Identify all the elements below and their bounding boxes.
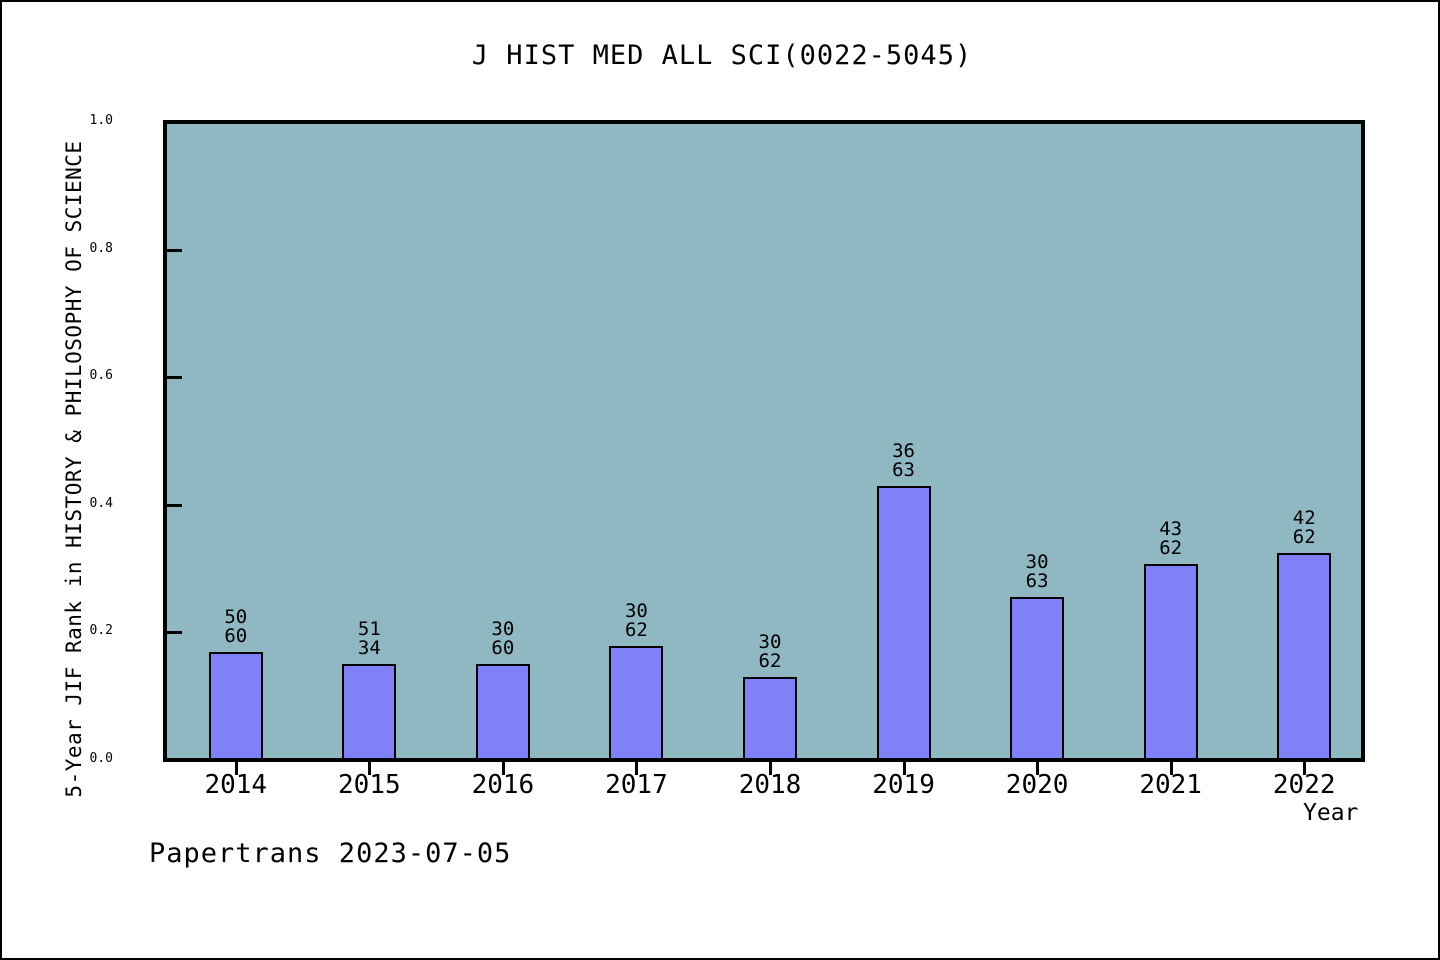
y-axis-tick-label: 0.4 [89,495,113,511]
bar-2019[interactable] [876,485,931,760]
bar-2014[interactable] [208,651,263,760]
bar-value-label: 30 62 [576,602,696,640]
y-axis-title: 5-Year JIF Rank in HISTORY & PHILOSOPHY … [62,140,86,798]
bar-rank-value: 30 [758,631,782,654]
bar-2020[interactable] [1010,596,1065,760]
bar-total-value: 62 [1159,537,1183,560]
bar-rank-value: 36 [892,439,915,462]
bar-total-value: 62 [624,619,648,642]
bar-value-label: 42 62 [1244,506,1364,548]
x-axis-tick-mark [501,762,505,775]
x-axis-tick-mark [635,762,639,775]
y-axis-tick-label: 0.6 [89,368,113,384]
bar-rank-value: 43 [1159,518,1183,541]
x-axis-tick-label: 2019 [872,770,935,800]
bar-value-label: 36 63 [844,439,964,481]
footer-source-note: Papertrans 2023-07-05 [149,838,512,869]
bar-2022[interactable] [1277,552,1332,760]
bar-value-label: 50 60 [176,605,296,647]
bar-total-value: 34 [357,637,381,660]
x-axis-tick-label: 2022 [1272,770,1336,800]
bar-rank-value: 50 [224,605,248,628]
y-axis-tick-label: 0.0 [89,751,113,766]
y-axis-tick-mark [165,631,182,635]
bar-2015[interactable] [342,664,397,760]
y-axis-tick-mark [165,376,182,380]
y-axis-tick-mark [165,248,182,252]
y-axis-tick-mark [165,503,182,507]
x-axis-tick-label: 2018 [738,770,802,800]
x-axis-tick-label: 2016 [471,770,535,800]
bar-total-value: 60 [491,637,515,660]
y-axis-tick-label: 0.2 [89,623,113,639]
bar-total-value: 63 [1025,569,1049,592]
x-axis-tick-label: 2014 [204,770,268,800]
x-axis-tick-label: 2020 [1005,770,1069,800]
bar-value-label: 51 34 [309,620,429,658]
bar-rank-value: 51 [357,618,381,641]
bar-2018[interactable] [743,677,797,760]
x-axis-tick-mark [902,762,906,775]
bar-2017[interactable] [609,646,664,760]
y-axis-tick-label: 0.8 [89,240,113,256]
bar-total-value: 62 [758,650,782,673]
bar-rank-value: 30 [1025,550,1049,573]
bar-rank-value: 30 [491,618,515,641]
x-axis-title: Year [1303,800,1359,826]
bar-value-label: 30 60 [443,620,563,658]
x-axis-tick-mark [368,762,372,775]
bar-value-label: 30 63 [977,550,1097,592]
x-axis-tick-mark [769,762,772,775]
bar-value-label: 30 62 [710,633,830,671]
x-axis-tick-mark [234,762,238,775]
x-axis-tick-label: 2015 [338,770,401,800]
bar-total-value: 62 [1292,525,1316,548]
bar-rank-value: 42 [1292,506,1316,529]
bar-2016[interactable] [475,664,530,760]
bar-value-label: 43 62 [1111,520,1231,558]
bar-2021[interactable] [1143,564,1198,760]
x-axis-tick-label: 2021 [1139,770,1202,800]
bar-rank-value: 30 [624,600,648,623]
x-axis-tick-mark [1036,762,1040,775]
bar-total-value: 63 [892,458,915,481]
y-axis-tick-label: 1.0 [89,113,113,128]
x-axis-tick-mark [1303,762,1307,775]
bar-total-value: 60 [224,624,248,647]
x-axis-tick-label: 2017 [605,770,668,800]
x-axis-tick-mark [1169,762,1173,775]
page-title: J HIST MED ALL SCI(0022-5045) [471,40,973,71]
